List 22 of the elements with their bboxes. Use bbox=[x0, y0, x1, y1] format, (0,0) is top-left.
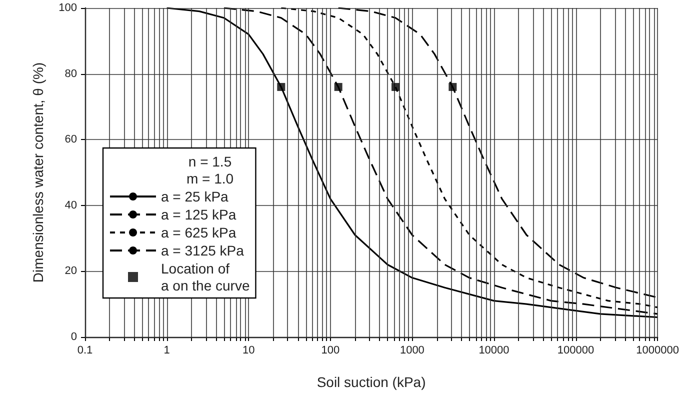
y-axis-title: Dimensionless water content, θ (%) bbox=[30, 62, 46, 283]
legend-label: a = 25 kPa bbox=[161, 188, 229, 204]
y-tick-label: 40 bbox=[64, 199, 77, 212]
x-axis-title: Soil suction (kPa) bbox=[316, 374, 426, 390]
x-tick-label: 1000 bbox=[400, 344, 424, 356]
x-tick-label: 100000 bbox=[557, 344, 594, 356]
x-tick-label: 0.1 bbox=[77, 344, 93, 356]
legend-label: Location of a on the curve bbox=[161, 260, 250, 294]
y-tick-label: 60 bbox=[64, 134, 77, 146]
x-tick-label: 10 bbox=[242, 344, 255, 356]
legend-title: n = 1.5 m = 1.0 bbox=[186, 154, 234, 186]
y-tick-label: 20 bbox=[64, 265, 77, 278]
x-tick-label: 100 bbox=[321, 344, 340, 356]
legend-label: a = 125 kPa bbox=[161, 206, 236, 222]
y-tick-label: 80 bbox=[64, 68, 77, 80]
x-tick-label: 1 bbox=[164, 344, 170, 356]
legend-label: a = 625 kPa bbox=[161, 224, 236, 240]
legend-label: a = 3125 kPa bbox=[161, 242, 244, 258]
y-tick-label: 100 bbox=[58, 2, 77, 14]
y-tick-label: 0 bbox=[70, 331, 77, 343]
x-tick-label: 1000000 bbox=[636, 344, 679, 356]
x-tick-label: 10000 bbox=[478, 344, 510, 356]
